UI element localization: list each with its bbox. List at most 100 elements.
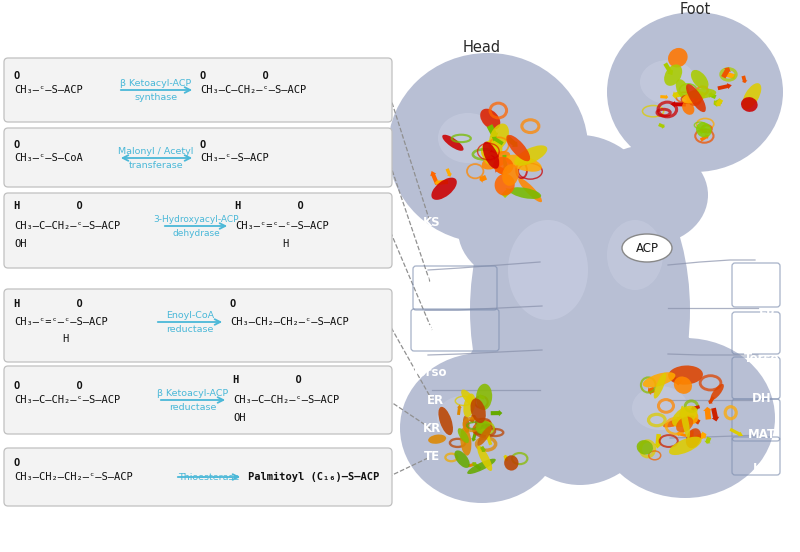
FancyArrow shape <box>670 376 682 382</box>
Ellipse shape <box>475 421 491 434</box>
Text: KR: KR <box>423 422 441 434</box>
Text: O: O <box>14 140 20 150</box>
FancyArrow shape <box>480 428 491 433</box>
Ellipse shape <box>607 220 663 290</box>
Text: Palmitoyl (C₁₆)–S–ACP: Palmitoyl (C₁₆)–S–ACP <box>248 472 379 482</box>
Text: H: H <box>282 239 288 249</box>
Ellipse shape <box>654 373 666 399</box>
Ellipse shape <box>668 48 688 67</box>
Ellipse shape <box>741 97 758 112</box>
FancyArrow shape <box>430 171 439 185</box>
Ellipse shape <box>595 338 775 498</box>
Text: ACP: ACP <box>635 242 658 254</box>
FancyArrow shape <box>489 147 498 157</box>
FancyArrow shape <box>693 417 701 424</box>
Text: OH: OH <box>14 239 26 249</box>
FancyArrow shape <box>480 446 486 452</box>
Ellipse shape <box>676 417 694 432</box>
Ellipse shape <box>674 376 692 394</box>
FancyArrow shape <box>708 396 714 404</box>
Ellipse shape <box>470 135 690 485</box>
Ellipse shape <box>463 394 475 417</box>
Text: transferase: transferase <box>129 161 183 169</box>
Text: KS: KS <box>753 461 771 475</box>
FancyArrow shape <box>503 455 508 461</box>
Text: TE: TE <box>759 176 775 188</box>
Ellipse shape <box>472 420 492 435</box>
FancyArrow shape <box>495 164 506 175</box>
FancyArrow shape <box>660 94 668 99</box>
Text: TE: TE <box>424 450 440 464</box>
FancyBboxPatch shape <box>4 448 392 506</box>
FancyArrow shape <box>730 428 743 436</box>
Text: CH₃–C–CH₂–ᶜ–S–ACP: CH₃–C–CH₂–ᶜ–S–ACP <box>200 85 306 95</box>
Text: Thioesterase: Thioesterase <box>178 473 240 481</box>
Ellipse shape <box>696 122 712 137</box>
FancyArrow shape <box>472 462 482 470</box>
FancyArrow shape <box>742 76 747 83</box>
Ellipse shape <box>494 157 514 174</box>
Ellipse shape <box>506 135 530 161</box>
Ellipse shape <box>438 407 453 435</box>
Text: O         O: O O <box>200 71 269 81</box>
FancyArrow shape <box>704 437 711 444</box>
Ellipse shape <box>461 390 475 406</box>
Text: O: O <box>200 140 206 150</box>
Ellipse shape <box>502 164 518 186</box>
Ellipse shape <box>454 450 470 468</box>
FancyArrow shape <box>506 136 518 147</box>
FancyArrow shape <box>670 101 686 108</box>
Text: OH: OH <box>233 413 246 423</box>
FancyArrow shape <box>672 91 682 99</box>
FancyArrow shape <box>690 431 694 440</box>
FancyArrow shape <box>434 179 448 186</box>
Ellipse shape <box>588 145 708 245</box>
Text: O: O <box>14 71 20 81</box>
FancyArrow shape <box>654 434 662 449</box>
Text: synthase: synthase <box>134 93 178 102</box>
Text: CH₃–ᶜ–S–ACP: CH₃–ᶜ–S–ACP <box>14 85 82 95</box>
FancyBboxPatch shape <box>4 366 392 434</box>
Ellipse shape <box>686 84 706 112</box>
Text: H         O: H O <box>235 201 304 211</box>
FancyArrow shape <box>670 416 685 427</box>
Ellipse shape <box>710 384 724 400</box>
Text: Foot: Foot <box>679 3 710 18</box>
FancyArrow shape <box>714 99 722 107</box>
Ellipse shape <box>663 416 694 427</box>
Text: β Ketoacyl-ACP: β Ketoacyl-ACP <box>158 389 229 397</box>
Ellipse shape <box>458 428 469 443</box>
Ellipse shape <box>668 365 703 385</box>
Ellipse shape <box>587 322 703 412</box>
Text: CH₃–C–CH₂–ᶜ–S–ACP: CH₃–C–CH₂–ᶜ–S–ACP <box>14 221 120 231</box>
FancyArrow shape <box>703 407 712 420</box>
Ellipse shape <box>508 220 588 320</box>
FancyArrow shape <box>478 394 485 400</box>
Ellipse shape <box>669 437 702 455</box>
Text: Enoyl-CoA: Enoyl-CoA <box>166 310 214 320</box>
Text: Malonyl / Acetyl: Malonyl / Acetyl <box>118 146 194 156</box>
FancyArrow shape <box>457 405 462 415</box>
Ellipse shape <box>476 384 492 410</box>
Text: DH: DH <box>428 323 448 337</box>
Ellipse shape <box>687 88 716 99</box>
Ellipse shape <box>482 142 499 169</box>
FancyArrow shape <box>687 434 697 445</box>
FancyArrow shape <box>699 129 707 134</box>
Text: 3-Hydroxyacyl-ACP: 3-Hydroxyacyl-ACP <box>154 215 238 224</box>
Ellipse shape <box>463 416 470 433</box>
Text: β Ketoacyl-ACP: β Ketoacyl-ACP <box>120 78 192 88</box>
Text: O         O: O O <box>14 381 82 391</box>
Ellipse shape <box>686 428 701 448</box>
Ellipse shape <box>679 408 698 424</box>
Ellipse shape <box>481 140 502 161</box>
Text: CH₃–CH₂–CH₂–ᶜ–S–ACP: CH₃–CH₂–CH₂–ᶜ–S–ACP <box>14 472 133 482</box>
FancyBboxPatch shape <box>4 193 392 268</box>
Text: KR: KR <box>758 263 776 277</box>
Text: reductase: reductase <box>166 325 214 333</box>
Ellipse shape <box>494 174 514 195</box>
FancyArrow shape <box>711 407 719 421</box>
Ellipse shape <box>682 91 706 104</box>
FancyArrow shape <box>677 417 689 424</box>
FancyArrow shape <box>490 410 502 416</box>
